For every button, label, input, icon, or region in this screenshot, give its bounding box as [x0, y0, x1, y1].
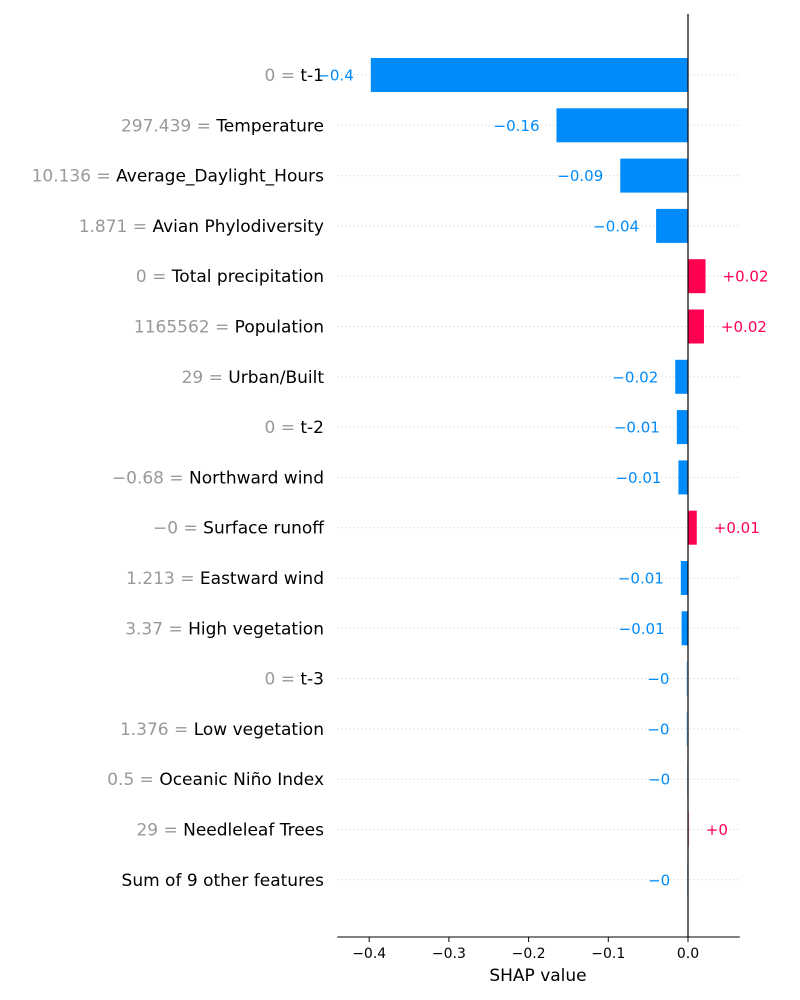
feature-label: −0 = Surface runoff [153, 519, 325, 539]
feature-value: 0 = [265, 66, 301, 86]
shap-value-label: +0.02 [723, 268, 769, 286]
shap-bar [678, 460, 688, 495]
feature-name: Population [235, 318, 324, 338]
feature-label: 1165562 = Population [134, 318, 324, 338]
feature-label: 0 = t-3 [265, 670, 325, 690]
feature-name: Eastward wind [200, 569, 324, 589]
feature-label: 10.136 = Average_Daylight_Hours [32, 167, 325, 187]
shap-value-label: −0 [647, 670, 669, 688]
feature-value: −0.68 = [112, 468, 189, 488]
x-axis-label: SHAP value [489, 966, 586, 986]
feature-name: Average_Daylight_Hours [116, 167, 324, 187]
shap-value-label: +0.02 [721, 318, 767, 336]
feature-value: 3.37 = [125, 619, 188, 639]
shap-bar [688, 259, 706, 294]
shap-value-label: −0 [648, 771, 670, 789]
feature-label: 29 = Urban/Built [182, 368, 325, 388]
shap-value-label: −0.4 [317, 67, 353, 85]
feature-value: 0 = [136, 267, 172, 287]
feature-value: −0 = [153, 519, 203, 539]
feature-label: 297.439 = Temperature [121, 116, 324, 136]
feature-name: Total precipitation [171, 267, 324, 287]
feature-label: Sum of 9 other features [122, 871, 325, 891]
x-tick-label: −0.1 [591, 946, 625, 962]
shap-value-label: −0 [647, 720, 669, 738]
feature-label: 1.871 = Avian Phylodiversity [79, 217, 324, 237]
feature-name: Avian Phylodiversity [152, 217, 324, 237]
x-axis-ticks: −0.4 −0.3 −0.2 −0.1 0.0 [352, 937, 699, 962]
shap-bar [688, 309, 704, 344]
shap-value-label: −0.01 [614, 419, 660, 437]
feature-name: t-3 [300, 670, 324, 690]
shap-bar [676, 410, 688, 445]
feature-name: Northward wind [189, 468, 324, 488]
feature-name: Temperature [215, 116, 324, 136]
shap-bar [681, 611, 688, 646]
feature-value: 0 = [265, 418, 301, 438]
feature-name: Oceanic Niño Index [159, 770, 324, 790]
x-tick-label: −0.3 [432, 946, 466, 962]
x-axis: −0.4 −0.3 −0.2 −0.1 0.0 [337, 936, 740, 962]
feature-label: 29 = Needleleaf Trees [136, 821, 324, 841]
feature-value: 1.871 = [79, 217, 153, 237]
shap-bar [656, 208, 688, 243]
shap-value-label: −0.01 [618, 570, 664, 588]
feature-value: 29 = [136, 821, 183, 841]
shap-value-label: −0.02 [612, 368, 658, 386]
shap-value-label: −0.01 [615, 469, 661, 487]
feature-name: Needleleaf Trees [183, 821, 324, 841]
feature-value: 297.439 = [121, 116, 216, 136]
bar-value-labels: −0.4 −0.16 −0.09 −0.04 +0.02 +0.02 −0.02 −0.01 −… [317, 67, 768, 890]
shap-bar [370, 58, 688, 92]
shap-value-label: +0.01 [714, 519, 760, 537]
shap-bar [686, 711, 688, 746]
feature-value: 0.5 = [107, 770, 159, 790]
feature-name: Surface runoff [203, 519, 325, 539]
feature-value: 1165562 = [134, 318, 235, 338]
feature-value: 10.136 = [32, 167, 117, 187]
feature-labels: 0 = t-1 297.439 = Temperature 10.136 = Ave… [32, 66, 326, 891]
shap-bar [686, 661, 688, 696]
shap-value-label: +0 [706, 821, 728, 839]
feature-value: 1.376 = [120, 720, 194, 740]
shap-value-label: −0.04 [593, 217, 639, 235]
feature-value: 1.213 = [126, 569, 200, 589]
shap-value-label: −0.09 [557, 167, 603, 185]
x-tick-label: −0.2 [512, 946, 546, 962]
feature-label: 3.37 = High vegetation [125, 619, 324, 639]
feature-name: Low vegetation [194, 720, 324, 740]
shap-bar [688, 510, 697, 545]
feature-label: 0 = t-1 [265, 66, 325, 86]
feature-label: 0.5 = Oceanic Niño Index [107, 770, 324, 790]
x-tick-label: 0.0 [677, 946, 699, 962]
feature-label: 0 = t-2 [265, 418, 325, 438]
feature-label: 1.376 = Low vegetation [120, 720, 324, 740]
feature-label: 1.213 = Eastward wind [126, 569, 324, 589]
x-tick-label: −0.4 [352, 946, 386, 962]
feature-name: Urban/Built [228, 368, 324, 388]
bars [370, 58, 706, 897]
feature-label: −0.68 = Northward wind [112, 468, 324, 488]
shap-value-label: −0 [648, 871, 670, 889]
feature-name: High vegetation [188, 619, 324, 639]
feature-name: t-1 [300, 66, 324, 86]
shap-bar [680, 561, 688, 595]
feature-value: 0 = [265, 670, 301, 690]
feature-name: t-2 [300, 418, 324, 438]
feature-value: 29 = [182, 368, 229, 388]
shap-value-label: −0.01 [619, 620, 665, 638]
shap-bar [620, 158, 688, 193]
feature-label: 0 = Total precipitation [136, 267, 324, 287]
shap-bar [556, 108, 688, 143]
feature-name: Sum of 9 other features [122, 871, 325, 891]
shap-value-label: −0.16 [494, 117, 540, 135]
shap-bar [675, 359, 688, 394]
